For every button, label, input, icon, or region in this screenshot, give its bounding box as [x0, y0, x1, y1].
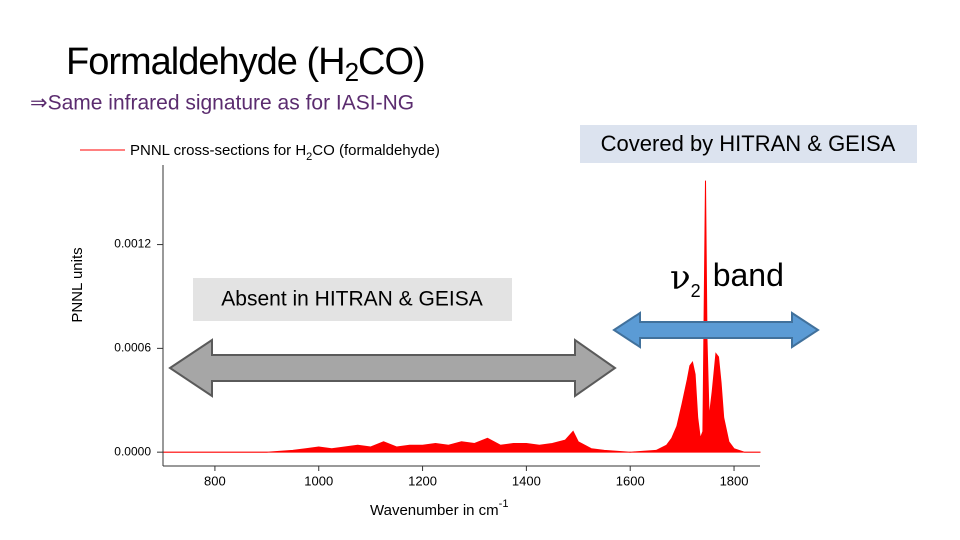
x-tick-label: 1000 — [304, 473, 333, 488]
legend-label: PNNL cross-sections for H2CO (formaldehy… — [130, 142, 440, 163]
x-label-part: Wavenumber in cm — [370, 502, 499, 519]
covered-label: Covered by HITRAN & GEISA — [601, 131, 896, 156]
title-sub: 2 — [345, 57, 359, 87]
absent-arrow — [168, 338, 617, 398]
slide-title: Formaldehyde (H2CO) — [66, 41, 425, 87]
spectrum — [162, 180, 761, 453]
bullet: ⇒Same infrared signature as for IASI-NG — [30, 92, 414, 115]
legend-part: CO (formaldehyde) — [312, 142, 440, 159]
y-tick-label: 0.0000 — [114, 444, 151, 458]
absent-box — [193, 278, 512, 321]
y-axis-label: PNNL units — [69, 247, 86, 322]
x-tick-label: 1800 — [720, 473, 749, 488]
absent-label: Absent in HITRAN & GEISA — [221, 288, 482, 311]
x-tick-label: 1400 — [512, 473, 541, 488]
band-label: ν2 band — [670, 257, 784, 300]
x-axis-label: Wavenumber in cm-1 — [370, 498, 508, 519]
covered-box — [580, 125, 917, 163]
y-tick-label: 0.0006 — [114, 341, 151, 355]
title-part: CO) — [358, 41, 425, 83]
x-label-sup: -1 — [499, 498, 509, 510]
band-word: band — [713, 257, 784, 293]
x-tick-label: 800 — [204, 473, 226, 488]
x-tick-label: 1200 — [408, 473, 437, 488]
legend-sub: 2 — [306, 151, 312, 163]
covered-arrow — [612, 311, 820, 349]
x-tick-label: 1600 — [616, 473, 645, 488]
title-part: Formaldehyde (H — [66, 41, 345, 83]
y-tick-label: 0.0012 — [114, 237, 151, 251]
band-sub: 2 — [691, 281, 701, 301]
plot: 0.0000 0.0006 0.0012 800 1000 1200 1400 1600 180… — [114, 180, 761, 488]
legend-part: PNNL cross-sections for H — [130, 142, 306, 159]
band-nu: ν — [670, 258, 691, 298]
